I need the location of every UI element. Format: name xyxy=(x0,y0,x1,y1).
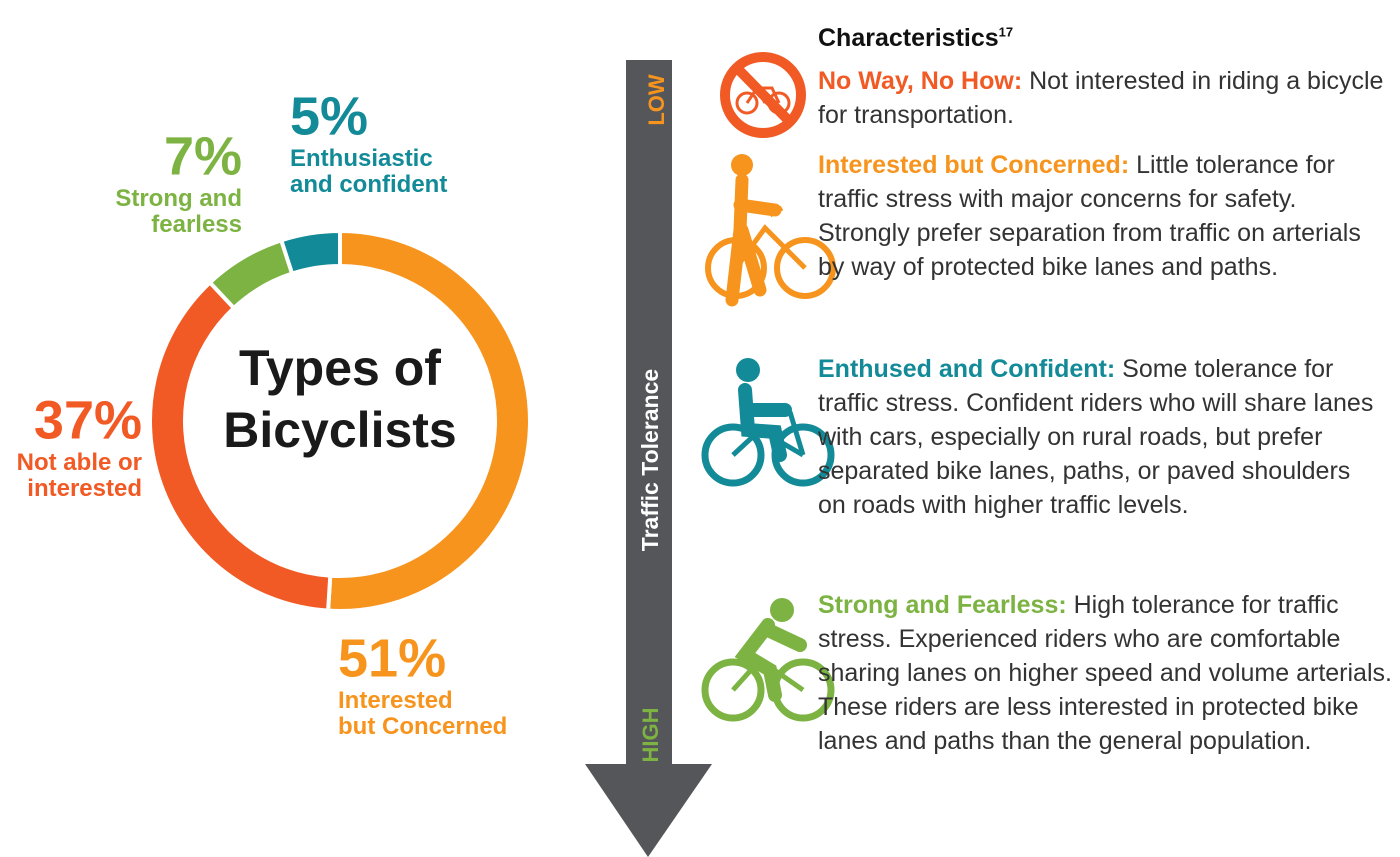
footnote-ref: 17 xyxy=(998,24,1014,40)
characteristic-item: Enthused and Confident: Some tolerance f… xyxy=(818,352,1378,522)
value-label: 7% xyxy=(164,126,242,186)
donut-segment xyxy=(325,228,532,613)
characteristic-item: No Way, No How: Not interested in riding… xyxy=(818,64,1398,132)
value-label: 51% xyxy=(338,628,446,688)
category-label: Not able or interested xyxy=(17,449,142,502)
center-label: Types of Bicyclists xyxy=(223,340,456,458)
item-text: Little tolerance for traffic stress with… xyxy=(818,151,1361,281)
arrow-head xyxy=(585,764,712,857)
icon-teal-rider xyxy=(701,358,835,487)
arrow-label: Traffic Tolerance xyxy=(637,369,663,551)
item-text: Not interested in riding a bicycle for t… xyxy=(818,67,1384,129)
characteristics-heading: Characteristics17 xyxy=(818,24,1013,53)
category-label: Strong and fearless xyxy=(115,185,242,238)
arrow-shaft xyxy=(626,60,672,766)
item-title: Interested but Concerned: xyxy=(818,151,1130,179)
item-title: Strong and Fearless: xyxy=(818,591,1067,619)
low-label: LOW xyxy=(644,74,669,126)
value-label: 37% xyxy=(34,390,142,450)
heading-text: Characteristics xyxy=(818,24,999,52)
characteristic-item: Interested but Concerned: Little toleran… xyxy=(818,148,1363,284)
icon-no-bike xyxy=(720,52,806,138)
category-label: Interested but Concerned xyxy=(338,687,507,740)
characteristic-item: Strong and Fearless: High tolerance for … xyxy=(818,588,1393,758)
high-label: HIGH xyxy=(638,708,663,763)
tolerance-arrow: LOW Traffic Tolerance HIGH xyxy=(585,60,712,857)
donut-segment xyxy=(207,237,295,311)
item-text: High tolerance for traffic stress. Exper… xyxy=(818,591,1392,755)
item-text: Some tolerance for traffic stress. Confi… xyxy=(818,355,1374,519)
value-label: 5% xyxy=(290,86,368,146)
item-title: Enthused and Confident: xyxy=(818,355,1116,383)
icon-orange-walker xyxy=(705,154,836,307)
item-title: No Way, No How: xyxy=(818,67,1023,95)
donut-segment xyxy=(278,228,342,277)
icon-green-rider xyxy=(701,598,835,722)
icon-ring xyxy=(720,52,806,138)
category-label: Enthusiastic and confident xyxy=(290,145,447,198)
